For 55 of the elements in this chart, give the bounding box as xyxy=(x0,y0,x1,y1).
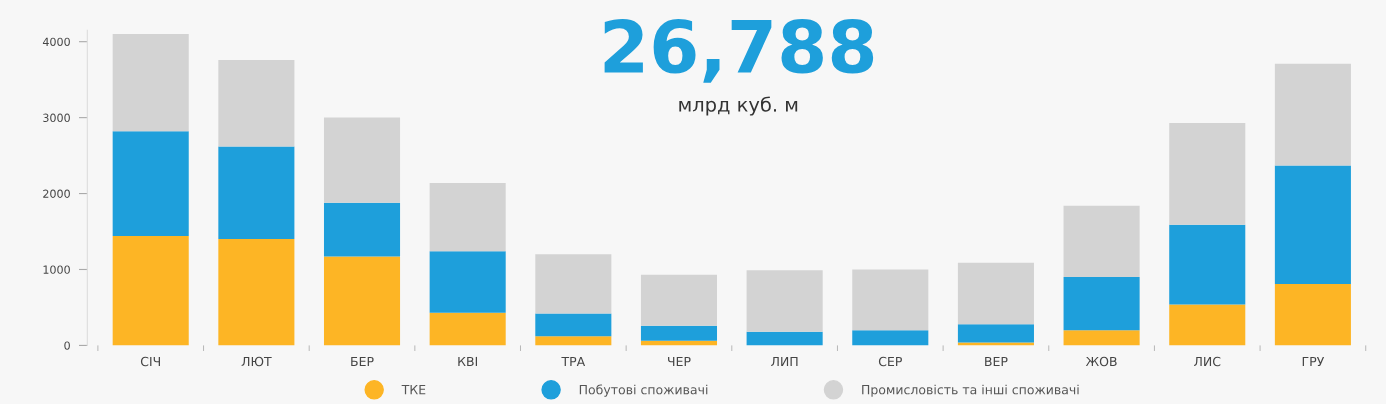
bar xyxy=(429,251,506,313)
x-tick-label: ЛИП xyxy=(771,356,798,367)
bar xyxy=(218,239,295,346)
bar xyxy=(1274,165,1351,284)
bar xyxy=(1169,122,1246,225)
bar xyxy=(323,117,401,203)
x-tick-label: БЕР xyxy=(351,356,374,367)
bar xyxy=(957,262,1034,325)
chart-title: 26,788 xyxy=(604,18,874,83)
bar xyxy=(535,254,612,314)
x-tick-label: СІЧ xyxy=(140,356,160,367)
x-tick-label: ЛИС xyxy=(1194,356,1221,367)
x-tick-label: ТРА xyxy=(561,356,586,367)
bar xyxy=(323,256,401,346)
legend-label: Промисловість та інші споживачі xyxy=(862,384,1079,397)
x-tick-label: КВІ xyxy=(458,356,478,367)
bar xyxy=(323,202,401,257)
bar xyxy=(218,59,295,147)
bar xyxy=(112,34,189,132)
x-tick-label: ЖОВ xyxy=(1085,356,1117,367)
bar xyxy=(746,331,823,346)
bar xyxy=(640,325,718,341)
bar xyxy=(1274,63,1351,166)
bar xyxy=(1063,205,1140,278)
bar xyxy=(535,313,612,337)
bar xyxy=(852,330,929,346)
bar xyxy=(218,146,295,240)
text: млрд куб. м xyxy=(679,96,798,116)
bar xyxy=(1063,330,1140,346)
y-tick-label: 3000 xyxy=(43,113,70,122)
bar xyxy=(640,274,718,326)
legend-label: Побутові споживачі xyxy=(579,384,708,397)
y-tick-label: 1000 xyxy=(43,265,70,274)
x-tick-label: ЛЮТ xyxy=(241,356,272,367)
y-tick-label: 4000 xyxy=(42,37,70,47)
x-tick-label: СЕР xyxy=(878,356,902,367)
bar xyxy=(852,269,929,331)
bar xyxy=(429,182,506,252)
bar xyxy=(429,312,506,346)
bar xyxy=(112,236,189,346)
bar xyxy=(957,342,1034,346)
bar xyxy=(112,131,189,237)
bar xyxy=(1063,277,1140,331)
bar xyxy=(1274,283,1351,346)
y-tick-label: 2000 xyxy=(43,189,70,198)
legend-label: ТКЕ xyxy=(401,385,426,395)
bar xyxy=(535,336,612,346)
x-tick-label: ВЕР xyxy=(985,356,1008,367)
bar xyxy=(1169,224,1246,305)
bar xyxy=(957,324,1034,343)
bar xyxy=(1169,304,1246,346)
x-tick-label: ЧЕР xyxy=(668,356,691,367)
x-tick-label: ГРУ xyxy=(1302,356,1325,367)
y-tick-label: 0 xyxy=(64,341,70,350)
bar xyxy=(746,270,823,332)
